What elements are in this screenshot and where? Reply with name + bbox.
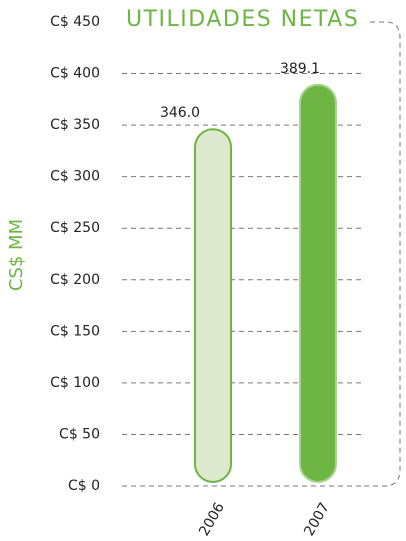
y-tick-label: C$ 0 [68,478,100,494]
x-tick-label: 2007 [301,500,333,539]
bar [194,128,232,483]
y-tick-label: C$ 300 [50,169,100,185]
data-label: 346.0 [160,105,200,121]
y-tick-label: C$ 250 [50,220,100,236]
y-tick-label: C$ 100 [50,375,100,391]
y-tick-label: C$ 400 [50,66,100,82]
y-tick-label: C$ 350 [50,117,100,133]
x-tick-label: 2006 [196,500,228,539]
y-tick-label: C$ 150 [50,323,100,339]
y-axis-label: CS$ MM [6,219,27,291]
y-tick-label: C$ 50 [59,426,100,442]
data-label: 389.1 [280,61,320,77]
y-tick-label: C$ 200 [50,272,100,288]
chart-title: UTILIDADES NETAS [126,7,359,32]
bar [299,83,337,483]
frame [360,21,401,487]
y-tick-label: C$ 450 [50,14,100,30]
